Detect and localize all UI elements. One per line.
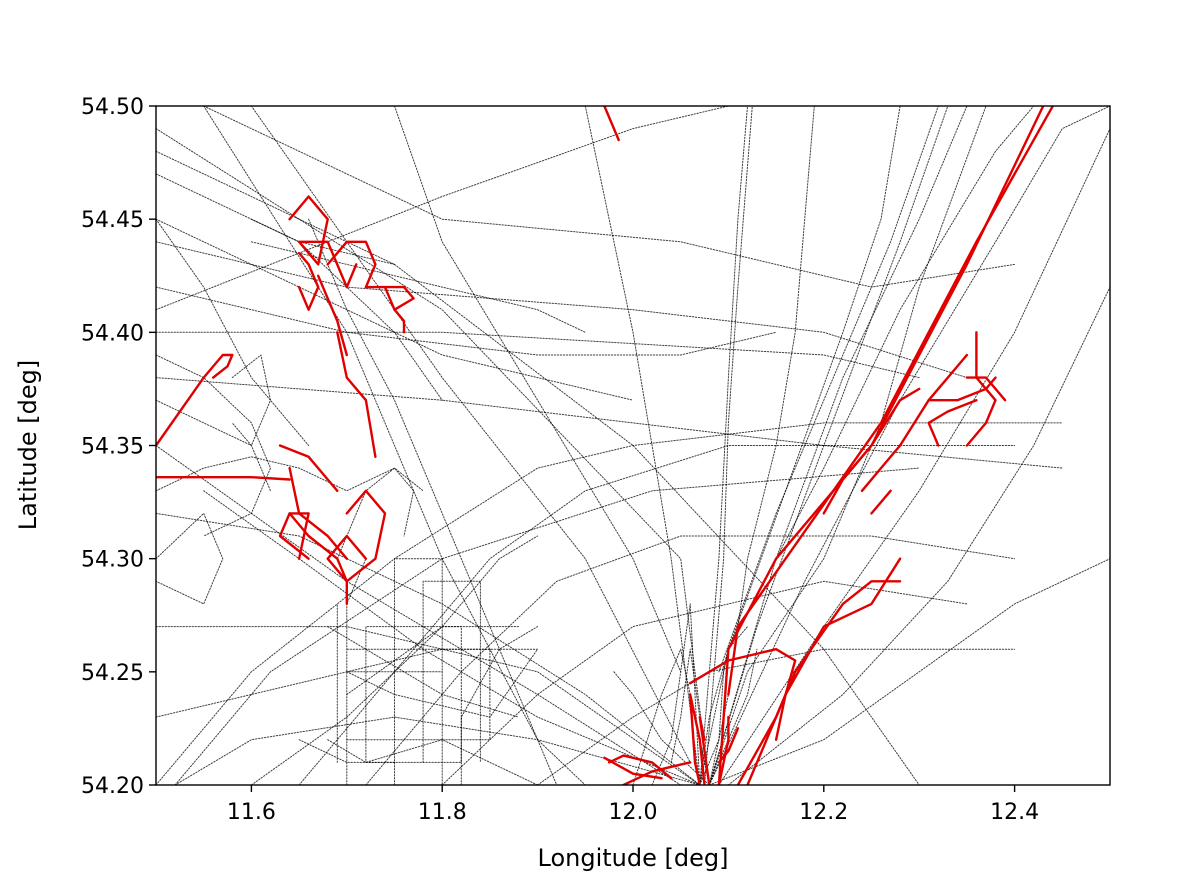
track-line (422, 580, 481, 763)
track-line (607, 754, 673, 780)
track-line (327, 626, 519, 718)
track-line (156, 241, 968, 379)
track-line (708, 106, 815, 785)
track-line (584, 106, 701, 785)
x-tick-label: 11.6 (227, 800, 276, 825)
track-line (336, 331, 377, 458)
track-line (460, 626, 539, 785)
track-line (278, 512, 310, 560)
y-tick-label: 54.35 (81, 435, 144, 460)
track-line (250, 535, 539, 785)
y-tick-label: 54.25 (81, 661, 144, 686)
track-line (250, 241, 586, 333)
track-line (156, 286, 777, 356)
track-line (326, 240, 377, 289)
track-line (288, 195, 358, 289)
track-line (927, 399, 978, 425)
y-tick-label: 54.40 (81, 321, 144, 346)
track-line (746, 557, 902, 785)
track-line (870, 489, 892, 515)
track-line (288, 512, 348, 606)
x-tick-label: 12.0 (609, 800, 658, 825)
track-line (898, 353, 969, 447)
track-line (336, 467, 415, 560)
track-line (860, 444, 902, 492)
track-line (156, 422, 1063, 785)
y-axis-label: Latitude [deg] (14, 360, 42, 530)
y-tick-label: 54.50 (81, 95, 144, 120)
track-line (699, 106, 748, 785)
track-line (965, 376, 1007, 402)
track-line (156, 354, 271, 537)
track-line (365, 535, 1016, 785)
track-line (156, 456, 424, 492)
track-line (394, 106, 682, 673)
y-tick-label: 54.30 (81, 548, 144, 573)
track-line (718, 106, 939, 673)
track-line (736, 580, 902, 785)
track-line (603, 756, 663, 780)
y-axis: 54.20 54.25 54.30 54.35 54.40 54.45 54.50 (81, 95, 156, 799)
track-line (727, 106, 1055, 696)
track-line (603, 106, 620, 142)
track-line (156, 353, 234, 447)
track-line (346, 648, 491, 741)
track-line (298, 739, 395, 763)
tracks-layer (156, 106, 1110, 785)
track-line (327, 739, 539, 785)
track-line (727, 106, 1035, 650)
track-line (622, 761, 692, 785)
y-tick-label: 54.20 (81, 774, 144, 799)
track-line (364, 285, 415, 311)
track-line (278, 444, 339, 492)
track-line (822, 387, 921, 515)
track-line (156, 377, 1063, 469)
track-line (965, 331, 997, 447)
track-line (288, 466, 348, 560)
y-tick-label: 54.45 (81, 208, 144, 233)
x-axis-label: Longitude [deg] (538, 844, 729, 872)
track-line (727, 286, 1110, 785)
track-line (613, 671, 710, 785)
track-line (717, 715, 730, 785)
track-line (704, 106, 753, 785)
track-line (927, 421, 940, 447)
track-line (156, 476, 291, 481)
track-line (203, 106, 1016, 288)
track-line (708, 106, 949, 785)
track-line (393, 308, 406, 334)
track-line (717, 727, 740, 764)
track-line (698, 715, 711, 785)
track-line (317, 274, 348, 357)
track-line (156, 128, 710, 785)
track-line (689, 693, 706, 785)
track-line (156, 512, 224, 605)
red-track-series (156, 106, 1055, 785)
track-line (156, 150, 920, 785)
x-tick-label: 11.8 (418, 800, 467, 825)
track-line (297, 251, 320, 311)
x-tick-label: 12.4 (990, 800, 1039, 825)
track-line (326, 489, 387, 583)
track-line (708, 558, 1110, 785)
track-line (708, 106, 968, 785)
track-line (689, 648, 797, 741)
track-line (708, 106, 1110, 785)
x-tick-label: 12.2 (799, 800, 848, 825)
track-line (156, 399, 271, 492)
track-line (156, 173, 395, 265)
track-line (441, 580, 968, 785)
x-axis: 11.6 11.8 12.0 12.2 12.4 (227, 785, 1039, 825)
track-line (156, 218, 310, 446)
